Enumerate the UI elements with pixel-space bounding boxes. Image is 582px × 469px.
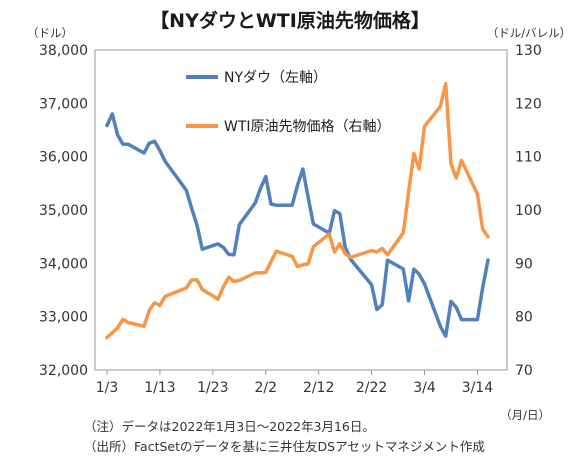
y-right-axis: 130 120 110 100 90 80 70 <box>515 43 542 379</box>
note-source: （出所）FactSetのデータを基に三井住友DSアセットマネジメント作成 <box>84 439 485 454</box>
y-right-tick-label: 120 <box>515 96 542 112</box>
y-left-tick-label: 32,000 <box>39 363 88 379</box>
y-left-tick-label: 37,000 <box>39 96 88 112</box>
legend-label-nydow: NYダウ（左軸） <box>224 70 327 86</box>
y-left-tick-label: 33,000 <box>39 310 88 326</box>
series-line-nydow <box>105 112 490 338</box>
y-right-tick-label: 130 <box>515 43 542 59</box>
y-right-tick-label: 90 <box>515 256 533 272</box>
y-left-tick-label: 35,000 <box>39 203 88 219</box>
x-tick-label: 1/13 <box>144 380 175 396</box>
note-period: （注）データは2022年1月3日～2022年3月16日。 <box>84 419 375 434</box>
x-tick-label: 1/3 <box>96 380 119 396</box>
series-line-wti <box>105 81 490 340</box>
x-tick-label: 3/14 <box>462 380 494 396</box>
y-right-tick-label: 110 <box>515 150 542 166</box>
y-right-tick-label: 80 <box>515 310 533 326</box>
y-left-unit-label: （ドル） <box>27 26 73 40</box>
y-right-tick-label: 100 <box>515 203 542 219</box>
y-left-tick-label: 34,000 <box>39 256 88 272</box>
x-axis: 1/3 1/13 1/23 2/2 2/12 2/22 3/4 3/14 <box>96 370 493 396</box>
plot-area <box>94 49 508 371</box>
y-right-tick-label: 70 <box>515 363 533 379</box>
x-tick-label: 1/23 <box>197 380 228 396</box>
x-tick-label: 2/12 <box>303 380 334 396</box>
legend-label-wti: WTI原油先物価格（右軸） <box>224 119 391 135</box>
x-unit-label: （月/日） <box>500 408 550 422</box>
y-right-unit-label: （ドル/バレル） <box>487 26 571 40</box>
x-tick-label: 3/4 <box>413 380 436 396</box>
chart-title: 【NYダウとWTI原油先物価格】 <box>150 9 430 32</box>
y-left-axis: 38,000 37,000 36,000 35,000 34,000 33,000 32,0… <box>39 43 88 379</box>
y-left-tick-label: 36,000 <box>39 150 88 166</box>
x-tick-label: 2/22 <box>356 380 387 396</box>
x-tick-label: 2/2 <box>254 380 277 396</box>
series-lines <box>105 81 490 340</box>
y-left-tick-label: 38,000 <box>39 43 88 59</box>
legend: NYダウ（左軸） WTI原油先物価格（右軸） <box>186 70 391 135</box>
